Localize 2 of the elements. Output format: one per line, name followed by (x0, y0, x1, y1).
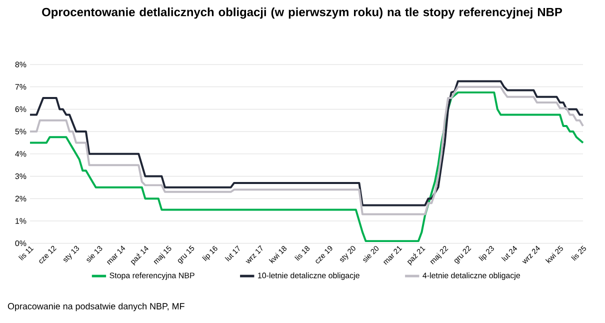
text: Opracowanie na podsatwie danych NBP, MF (8, 302, 184, 312)
chart-title: Oprocentowanie detlalicznych obligacji (w pierwszym roku) na tle stopy referencyjnej NBP (42, 8, 562, 19)
